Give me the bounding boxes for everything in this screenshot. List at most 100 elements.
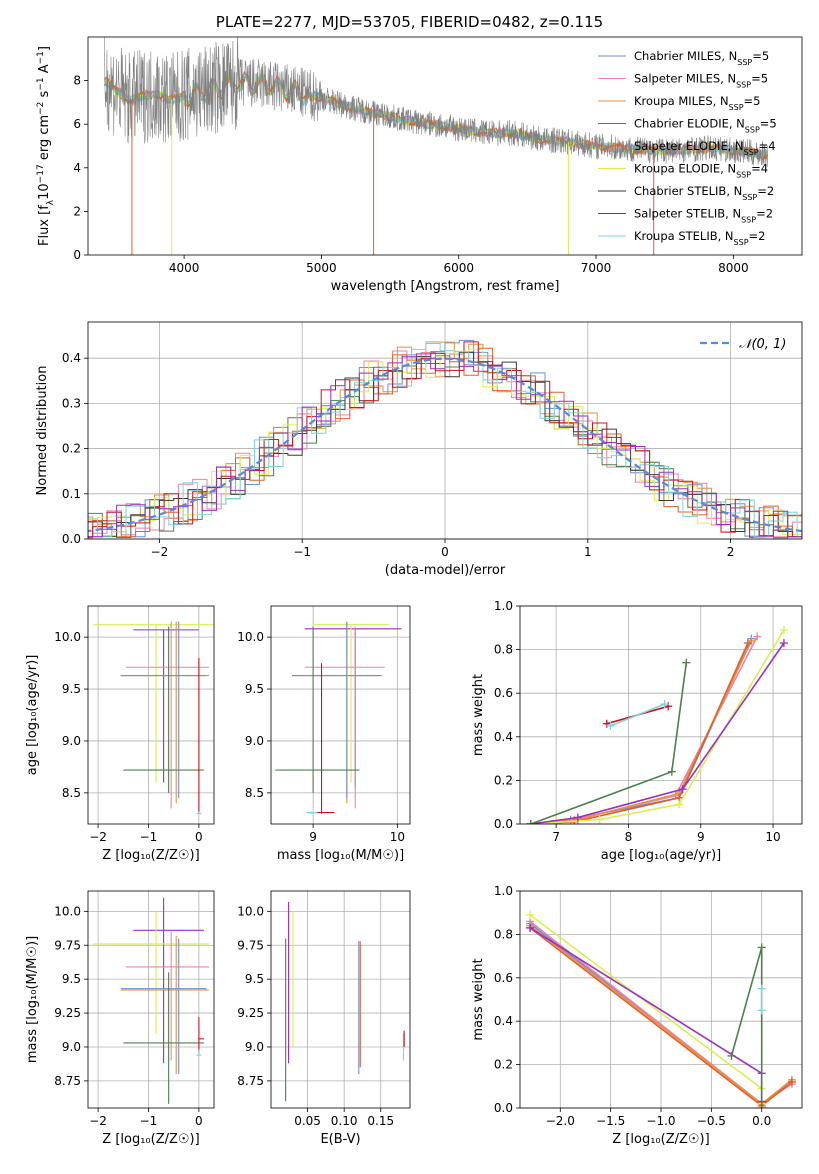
mass_vs_Z-axes: −2 −1 0 8.75 9.0 9.25 9.5 9.75 10.0 [54, 891, 214, 1128]
x-tick-label: 7000 [581, 261, 612, 275]
y-tick-label: 0.4 [494, 730, 513, 744]
legend-label-sub: SSP [744, 148, 759, 157]
y-tick-label: 1.0 [494, 884, 513, 898]
y-tick-label: 0.4 [494, 1014, 513, 1028]
x-axis-label: wavelength [Angstrom, rest frame] [331, 279, 560, 294]
y-tick-label: 10.0 [237, 630, 264, 644]
y-tick-label: 0.6 [494, 686, 513, 700]
weight-line [530, 642, 749, 824]
y-tick-label: 8.5 [62, 786, 81, 800]
y-tick-label: 8.5 [245, 786, 264, 800]
x-axis-label: Z [log₁₀(Z/Z☉)] [612, 1132, 709, 1147]
y-tick-label: 0.6 [494, 971, 513, 985]
y-axis-label-part: 10 [37, 183, 52, 200]
x-tick-label: 10 [390, 830, 405, 844]
y-axis-label-part: −1 [36, 77, 46, 90]
x-tick-label: 9 [309, 830, 317, 844]
x-tick-label: −2 [151, 545, 169, 559]
y-axis-label: age [log₁₀(age/yr)] [25, 655, 40, 776]
legend-label: Kroupa ELODIE, NSSP=4 [634, 162, 768, 180]
weight_vs_Z-axes: −2.0 −1.5 −1.0 −0.5 0.0 0.0 0.2 0.4 0.6 0.8 1.0 [494, 884, 802, 1128]
figure-title: PLATE=2277, MJD=53705, FIBERID=0482, z=0… [215, 13, 604, 31]
x-tick-label: −2 [89, 830, 107, 844]
legend-label-text: Kroupa ELODIE, N [634, 162, 736, 176]
y-tick-label: 9.75 [54, 938, 81, 952]
x-tick-label: 0.10 [331, 1114, 358, 1128]
x-tick-label: 10 [765, 830, 780, 844]
legend-label-text: Kroupa STELIB, N [634, 229, 734, 243]
y-tick-label: 9.0 [62, 734, 81, 748]
x-tick-label: 7 [552, 830, 560, 844]
legend-label-suffix: =5 [744, 94, 761, 108]
x-axis-label: Z [log₁₀(Z/Z☉)] [102, 1132, 199, 1147]
y-axis-label: mass weight [471, 674, 486, 756]
weight-line [530, 638, 753, 824]
x-tick-label: −0.5 [697, 1114, 726, 1128]
y-tick-label: 9.25 [237, 1006, 264, 1020]
legend-label-sub: SSP [741, 215, 756, 224]
y-axis-label-part: −2 [36, 102, 46, 115]
y-tick-label: 9.5 [245, 682, 264, 696]
weight-line [530, 629, 785, 824]
x-tick-label: 2 [727, 545, 735, 559]
x-tick-label: −1 [140, 830, 158, 844]
y-tick-label: 9.75 [237, 938, 264, 952]
legend-label: Salpeter MILES, NSSP=5 [634, 72, 768, 90]
mass_vs_ebv-frame [270, 890, 411, 1109]
x-tick-label: 6000 [443, 261, 474, 275]
legend-label-suffix: =4 [751, 162, 768, 176]
x-tick-label: −1 [293, 545, 311, 559]
age_vs_mass-frame [270, 605, 411, 825]
legend-label: Kroupa STELIB, NSSP=2 [634, 229, 765, 247]
y-axis-label-part: λ [46, 199, 56, 205]
y-axis-label-part: −1 [36, 51, 46, 64]
weight_vs_age-frame [519, 605, 803, 825]
legend-label: Salpeter ELODIE, NSSP=4 [634, 139, 776, 157]
y-tick-label: 0.0 [62, 532, 81, 546]
x-tick-label: 8000 [718, 261, 749, 275]
y-axis-label-part: −17 [36, 164, 46, 183]
legend-label-text: Salpeter MILES, N [634, 72, 736, 86]
weight_vs_age-lines [526, 625, 788, 824]
x-axis-label: mass [log₁₀(M/M☉)] [277, 848, 404, 863]
y-axis-label: Normed distribution [35, 366, 50, 496]
mass_vs_Z-errorbars [93, 897, 209, 1104]
y-tick-label: 9.0 [245, 734, 264, 748]
legend-label-sub: SSP [736, 170, 751, 179]
y-axis-label-part: A [37, 64, 52, 77]
y-tick-label: 0.3 [62, 396, 81, 410]
legend-label-sub: SSP [734, 238, 749, 247]
histogram-kroupa_miles [88, 341, 802, 538]
mass_vs_Z-frame [87, 890, 215, 1109]
legend-label-suffix: =4 [759, 139, 776, 153]
y-axis-label: mass [log₁₀(M/M☉)] [25, 936, 40, 1063]
legend-label: 𝒩(0, 1) [739, 337, 786, 352]
y-tick-label: 1.0 [494, 599, 513, 613]
legend-label-suffix: =5 [751, 72, 768, 86]
y-tick-label: 8.75 [54, 1074, 81, 1088]
y-tick-label: 0.2 [494, 1058, 513, 1072]
mass_vs_ebv-axes: 0.05 0.10 0.15 8.75 9.0 9.25 9.5 9.75 10.0 [237, 891, 410, 1128]
y-axis-label: mass weight [471, 958, 486, 1040]
y-tick-label: 0.1 [62, 487, 81, 501]
mass_vs_ebv-errorbars [285, 901, 405, 1102]
x-tick-label: −1.0 [646, 1114, 675, 1128]
x-axis-label: age [log₁₀(age/yr)] [601, 848, 722, 863]
histogram-purple [88, 353, 802, 538]
y-tick-label: 9.0 [245, 1040, 264, 1054]
y-axis-label-part: s [37, 90, 52, 101]
y-tick-label: 10.0 [54, 904, 81, 918]
weight-line [530, 640, 753, 824]
legend-label: Chabrier STELIB, NSSP=2 [634, 184, 774, 202]
y-tick-label: 10.0 [237, 904, 264, 918]
y-tick-label: 0.8 [494, 927, 513, 941]
observed-spectrum-line [104, 37, 768, 168]
y-axis-label-part: erg cm [37, 115, 52, 164]
weight_vs_Z-frame [519, 890, 803, 1109]
y-tick-label: 8.75 [237, 1074, 264, 1088]
x-tick-label: 0.0 [752, 1114, 771, 1128]
x-axis-label: Z [log₁₀(Z/Z☉)] [102, 848, 199, 863]
legend-label-text: Chabrier MILES, N [634, 49, 737, 63]
legend-label-text: Chabrier STELIB, N [634, 184, 742, 198]
